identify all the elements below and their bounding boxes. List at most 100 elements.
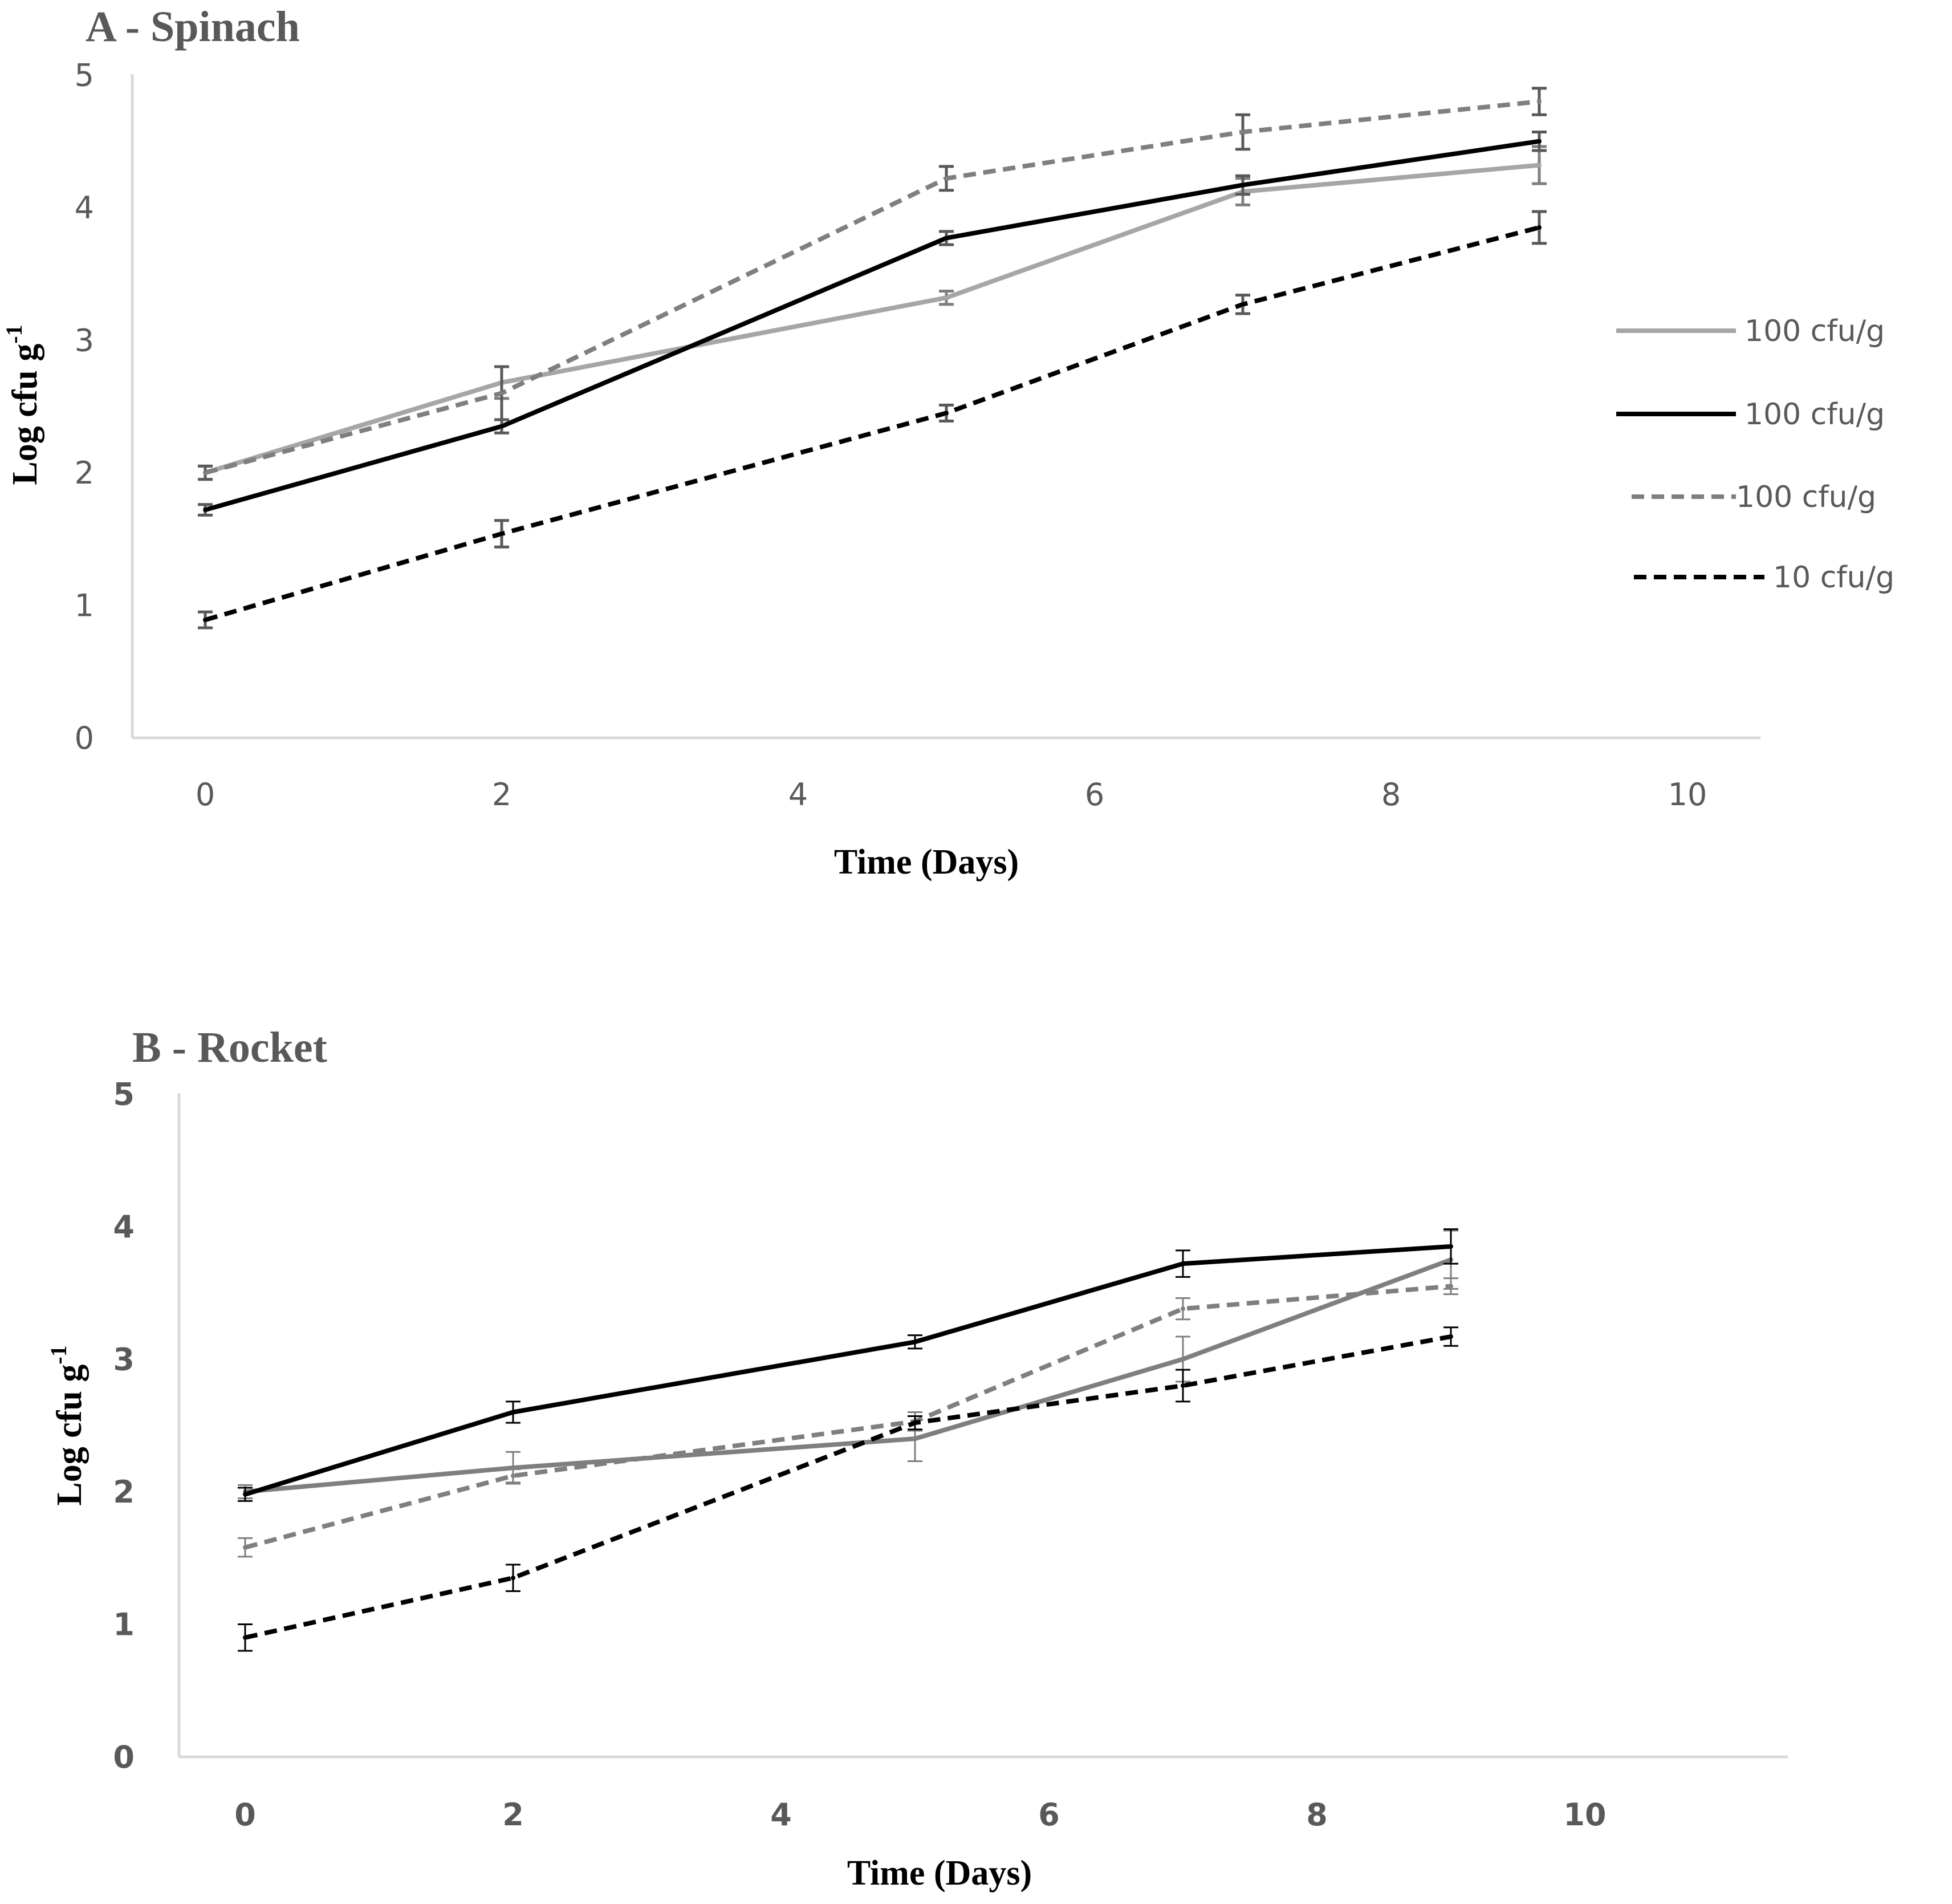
series-3: [198, 87, 1547, 481]
error-bar: [198, 464, 213, 481]
panel-b-x-axis-title: Time (Days): [847, 1854, 1032, 1893]
legend-item: 100 cfu/g: [1632, 480, 1876, 514]
error-bar: [1235, 293, 1250, 315]
panel-a-y-tick-labels: 0 1 2 3 4 5: [75, 58, 94, 757]
data-point: [1241, 182, 1245, 188]
series-line: [204, 225, 1540, 622]
x-tick-label: 0: [196, 777, 215, 813]
legend-label: 100 cfu/g: [1736, 480, 1876, 514]
error-bar: [939, 230, 954, 246]
panel-b-title: B - Rocket: [132, 1024, 327, 1071]
panel-b-y-tick-labels: 0 1 2 3 4 5: [113, 1077, 135, 1776]
series-line: [245, 1257, 1452, 1494]
y-tick-label: 5: [113, 1077, 135, 1113]
error-bar: [1235, 174, 1250, 196]
x-tick-label: 8: [1306, 1797, 1328, 1833]
data-point: [913, 1436, 917, 1441]
data-point: [1449, 1244, 1453, 1249]
data-point: [913, 1339, 917, 1345]
error-bar: [1176, 1297, 1190, 1321]
legend-label: 10 cfu/g: [1773, 561, 1894, 595]
error-bar: [238, 1487, 253, 1502]
error-bar: [1176, 1249, 1190, 1278]
data-point: [499, 531, 504, 536]
data-point: [1537, 99, 1542, 104]
data-point: [1449, 1284, 1453, 1289]
panel-b-y-axis-title-main: Log cfu g: [50, 1365, 89, 1506]
x-tick-label: 10: [1668, 777, 1707, 813]
data-point: [913, 1420, 917, 1426]
series-4: [238, 1326, 1458, 1652]
data-point: [243, 1545, 247, 1550]
legend-label: 100 cfu/g: [1744, 314, 1885, 348]
x-tick-label: 4: [788, 777, 808, 813]
data-point: [511, 1473, 515, 1479]
data-point: [1537, 139, 1542, 144]
error-bar: [506, 1564, 520, 1592]
y-tick-label: 2: [75, 455, 94, 491]
data-point: [203, 470, 208, 475]
panel-a-x-tick-labels: 0 2 4 6 8 10: [196, 777, 1707, 813]
data-point: [944, 411, 949, 416]
series-4: [198, 210, 1547, 630]
series-2: [238, 1228, 1458, 1502]
error-bar: [1532, 145, 1547, 185]
error-bar: [198, 610, 213, 630]
panel-b-x-tick-labels: 0 2 4 6 8 10: [234, 1797, 1606, 1833]
error-bar: [198, 503, 213, 517]
error-bar: [1532, 87, 1547, 116]
error-bar: [939, 165, 954, 192]
data-point: [1181, 1261, 1185, 1266]
y-tick-label: 2: [113, 1474, 135, 1510]
data-point: [1537, 163, 1542, 168]
data-point: [511, 1410, 515, 1415]
error-bar: [908, 1415, 922, 1431]
legend-item: 100 cfu/g: [1616, 314, 1885, 348]
x-tick-label: 2: [492, 777, 511, 813]
y-tick-label: 0: [113, 1739, 135, 1775]
x-tick-label: 10: [1563, 1797, 1606, 1833]
error-bar: [1443, 1228, 1458, 1265]
data-point: [203, 618, 208, 623]
error-bar: [1176, 1369, 1190, 1403]
panel-b-rocket: B - Rocket 0 1 2 3 4 5 0 2 4 6 8 10 Time (Days) Lo…: [46, 1024, 1788, 1893]
data-point: [511, 1576, 515, 1581]
data-point: [1181, 1383, 1185, 1388]
y-tick-label: 4: [113, 1209, 135, 1245]
panel-a-x-axis-title: Time (Days): [834, 843, 1019, 882]
data-point: [944, 295, 949, 301]
series-line: [245, 1334, 1451, 1640]
error-bar: [494, 519, 509, 549]
series-3: [238, 1277, 1458, 1558]
panel-a-series: [198, 87, 1547, 630]
error-bar: [238, 1623, 253, 1652]
y-tick-label: 1: [75, 588, 94, 624]
error-bar: [1532, 210, 1547, 245]
y-tick-label: 5: [75, 58, 94, 94]
y-tick-label: 0: [75, 720, 94, 756]
panel-b-series: [238, 1228, 1458, 1652]
x-tick-label: 6: [1085, 777, 1104, 813]
x-tick-label: 8: [1381, 777, 1401, 813]
x-tick-label: 4: [770, 1797, 792, 1833]
data-point: [203, 508, 208, 513]
x-tick-label: 2: [502, 1797, 524, 1833]
x-tick-label: 6: [1038, 1797, 1060, 1833]
series-1: [238, 1229, 1458, 1500]
error-bar: [1443, 1277, 1458, 1296]
data-point: [944, 176, 949, 181]
error-bar: [939, 403, 954, 423]
y-tick-label: 3: [113, 1342, 135, 1378]
data-point: [499, 424, 504, 429]
data-point: [1537, 225, 1542, 230]
error-bar: [908, 1334, 922, 1350]
data-point: [499, 391, 504, 396]
data-point: [243, 1635, 247, 1640]
panel-b-y-axis-title: Log cfu g-1: [46, 1345, 89, 1505]
error-bar: [939, 289, 954, 306]
error-bar: [1443, 1326, 1458, 1347]
panel-a-y-axis-title-main: Log cfu g: [6, 344, 44, 485]
y-tick-label: 3: [75, 323, 94, 359]
y-tick-label: 1: [113, 1607, 135, 1643]
